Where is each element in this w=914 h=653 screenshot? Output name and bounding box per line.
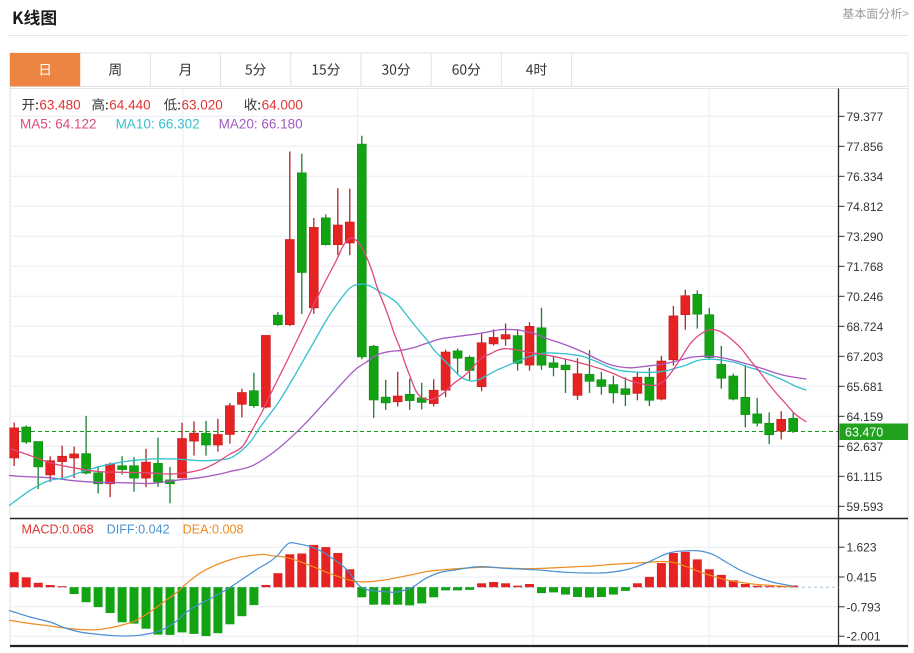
svg-text:63.020: 63.020	[182, 98, 223, 113]
svg-text:63.480: 63.480	[39, 98, 80, 113]
svg-text:64.159: 64.159	[847, 410, 884, 424]
svg-text:77.856: 77.856	[847, 140, 884, 154]
svg-text:64.440: 64.440	[109, 98, 150, 113]
svg-text:1.623: 1.623	[847, 541, 877, 555]
svg-text:71.768: 71.768	[847, 260, 884, 274]
svg-text:63.470: 63.470	[845, 425, 883, 439]
svg-text:64.000: 64.000	[262, 98, 303, 113]
svg-text:0.415: 0.415	[847, 571, 877, 585]
svg-text:70.246: 70.246	[847, 290, 884, 304]
svg-text:-0.793: -0.793	[847, 600, 881, 614]
svg-text:79.377: 79.377	[847, 110, 884, 124]
svg-text:62.637: 62.637	[847, 440, 884, 454]
svg-text:-2.001: -2.001	[847, 630, 881, 644]
svg-text:61.115: 61.115	[847, 470, 883, 484]
svg-text:76.334: 76.334	[847, 170, 884, 184]
svg-text:68.724: 68.724	[847, 320, 884, 334]
svg-text:67.203: 67.203	[847, 350, 884, 364]
svg-text:59.593: 59.593	[847, 500, 884, 514]
svg-text:65.681: 65.681	[847, 380, 884, 394]
svg-text:74.812: 74.812	[847, 200, 884, 214]
svg-text:73.290: 73.290	[847, 230, 884, 244]
